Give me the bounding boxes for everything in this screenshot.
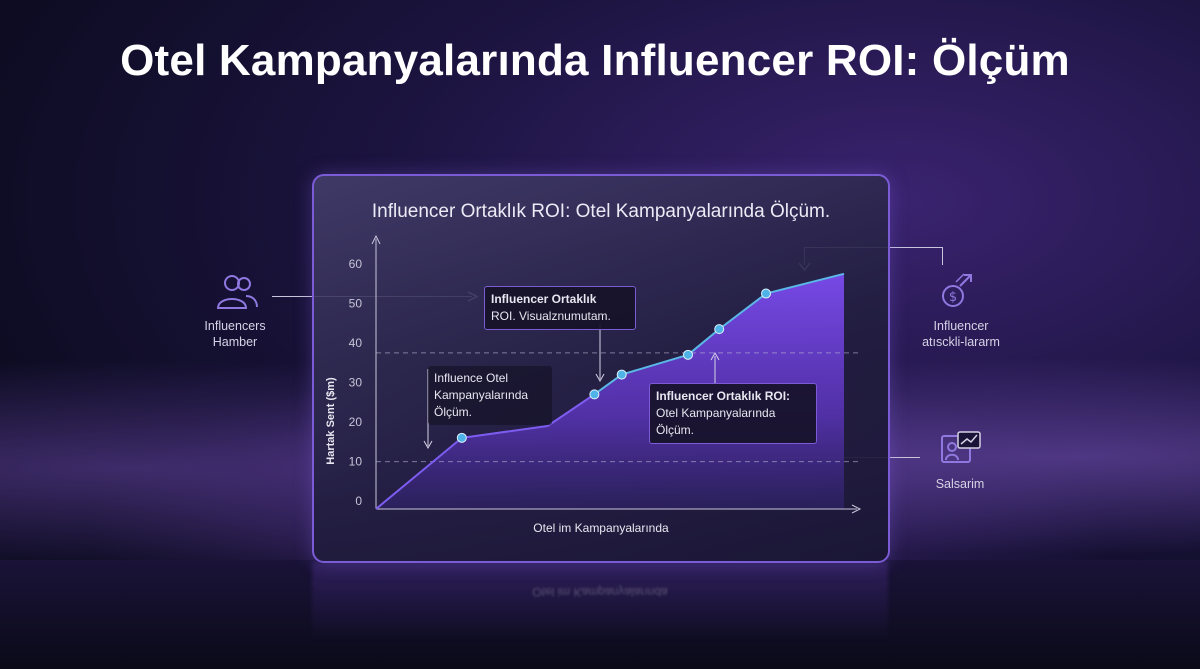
y-tick-label: 60 — [349, 257, 363, 271]
y-tick-label: 50 — [349, 296, 363, 310]
panel-reflection — [312, 562, 888, 642]
data-point — [683, 349, 693, 360]
callout-left: Influence Otel Kampanyalarında Ölçüm. — [428, 366, 552, 425]
chart-title: Influencer Ortaklık ROI: Otel Kampanyala… — [371, 201, 831, 222]
series-line-segment — [621, 353, 689, 376]
series-line-segment — [547, 393, 595, 427]
callout-left-arrow — [423, 440, 433, 450]
dollar-growth-icon: $ — [942, 273, 972, 307]
callout-top: Influencer Ortaklık ROI. Visualznumutam. — [484, 286, 636, 330]
chart-panel: Influencer Ortaklık ROI: Otel Kampanyala… — [312, 174, 890, 563]
floor — [0, 560, 1200, 669]
data-point — [714, 324, 725, 335]
data-point — [589, 389, 600, 400]
data-point — [456, 432, 467, 443]
series-line-segment — [687, 328, 720, 356]
data-point — [761, 288, 771, 299]
salsarim-label: Salsarim — [935, 477, 985, 491]
series-line-segment — [375, 437, 463, 510]
callout-top-arrow — [595, 373, 605, 383]
y-axis-arrow — [371, 234, 381, 245]
callout-right-body: Otel Kampanyalarında Ölçüm. — [656, 406, 776, 437]
influencer-right-label: Influencer atısckli-lararm — [922, 319, 1000, 349]
data-point — [616, 369, 627, 380]
top-connector-right — [942, 247, 943, 265]
y-axis-label: Hartak Sent ($m) — [325, 377, 337, 465]
y-tick-label: 10 — [349, 455, 363, 469]
series-line-segment — [718, 292, 767, 330]
x-axis-arrow — [851, 504, 862, 514]
callout-top-body: ROI. Visualznumutam. — [491, 309, 611, 323]
callout-right-title: Influencer Ortaklık ROI: — [656, 389, 791, 403]
reflection-text: Otel im Kampanyalarında — [532, 585, 668, 599]
series-line-segment — [765, 272, 845, 295]
y-tick-label: 20 — [349, 415, 363, 429]
series-line-segment — [461, 424, 548, 439]
area-fill — [376, 273, 844, 509]
y-tick-label: 40 — [349, 336, 363, 350]
influencers-label: Influencers Hamber — [204, 319, 266, 349]
y-tick-label: 0 — [355, 494, 362, 508]
callout-right: Influencer Ortaklık ROI: Otel Kampanyala… — [649, 383, 817, 444]
users-icon — [216, 275, 258, 309]
svg-text:$: $ — [949, 290, 957, 305]
callout-right-arrow — [710, 351, 720, 361]
callout-left-body: Influence Otel Kampanyalarında Ölçüm. — [434, 371, 529, 419]
callout-top-title: Influencer Ortaklık — [491, 292, 597, 306]
series-line-segment — [593, 373, 623, 396]
chart-svg: 0 10 20 30 40 50 60 Hartak Sent ($m) Otel im K… — [325, 234, 862, 535]
page-title: Otel Kampanyalarında Influencer ROI: Ölç… — [120, 36, 1070, 85]
x-axis-label: Otel im Kampanyalarında — [533, 521, 669, 535]
presentation-chart-icon — [941, 431, 981, 463]
y-tick-label: 30 — [349, 376, 363, 390]
